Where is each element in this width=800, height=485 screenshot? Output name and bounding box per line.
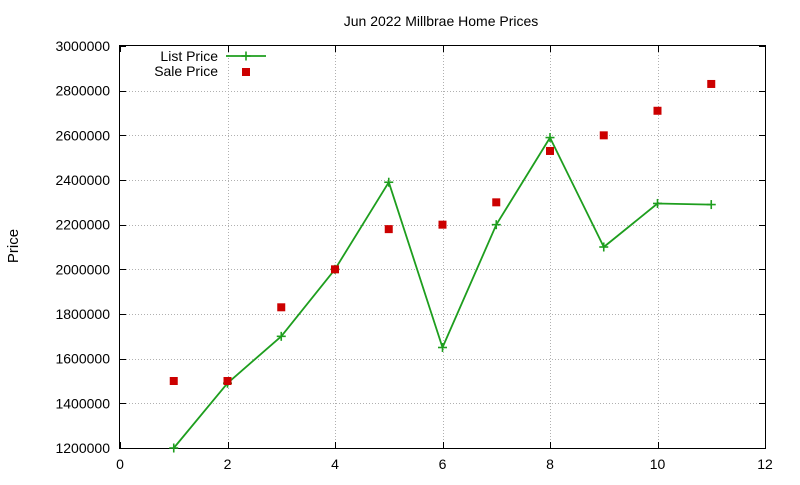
y-tick-label: 2600000 <box>55 127 110 143</box>
y-tick-label: 2800000 <box>55 83 110 99</box>
chart-title: Jun 2022 Millbrae Home Prices <box>344 13 539 29</box>
sale-price-point <box>169 377 178 385</box>
x-tick-label: 8 <box>546 456 554 472</box>
y-tick-label: 3000000 <box>55 38 110 54</box>
x-tick-label: 10 <box>650 456 666 472</box>
list-price-point <box>491 220 501 230</box>
y-tick-label: 1600000 <box>55 351 110 367</box>
legend-label-sale-price: Sale Price <box>154 63 218 79</box>
y-axis-label: Price <box>5 229 22 263</box>
y-tick-label: 2400000 <box>55 172 110 188</box>
sale-price-point <box>438 220 447 229</box>
series <box>169 79 716 453</box>
legend-marker-sale-price <box>242 68 250 76</box>
axis-ticks: 0 2 4 6 8 10 12 1200000 1400000 1600000 1800000 200… <box>55 38 773 472</box>
plot-frame <box>119 45 766 449</box>
list-price-point <box>653 198 662 208</box>
list-price-line <box>173 136 712 449</box>
list-price-point <box>599 242 609 252</box>
legend-label-list-price: List Price <box>160 48 218 64</box>
x-tick-label: 0 <box>116 456 124 472</box>
y-tick-label: 1200000 <box>55 440 110 456</box>
sale-price-point <box>546 146 554 155</box>
legend-marker-list-price <box>241 51 251 61</box>
list-price-point <box>545 133 555 143</box>
sale-price-point <box>223 377 232 385</box>
x-tick-label: 4 <box>331 456 339 472</box>
sale-price-point <box>384 225 393 234</box>
y-tick-label: 1400000 <box>55 395 110 411</box>
sale-price-point <box>277 303 286 312</box>
y-tick-label: 1800000 <box>55 306 110 322</box>
list-price-point <box>706 200 716 210</box>
sale-price-point <box>492 198 501 207</box>
list-price-point <box>169 443 179 453</box>
list-price-point <box>384 177 394 187</box>
x-tick-label: 12 <box>757 456 773 472</box>
sale-price-point <box>707 79 716 88</box>
sale-price-point <box>599 131 608 140</box>
grid <box>120 46 765 448</box>
x-tick-label: 2 <box>224 456 232 472</box>
sale-price-point <box>331 265 339 274</box>
list-price-point <box>438 343 447 352</box>
y-tick-label: 2200000 <box>55 217 110 233</box>
list-price-point <box>276 331 286 341</box>
x-tick-label: 6 <box>439 456 447 472</box>
y-tick-label: 2000000 <box>55 261 110 277</box>
sale-price-point <box>653 106 662 115</box>
